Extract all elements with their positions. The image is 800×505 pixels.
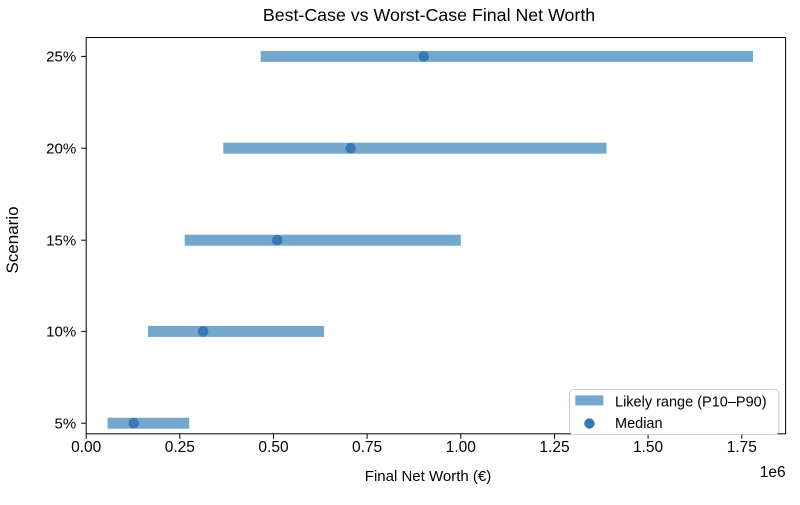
- svg-text:Best-Case vs Worst-Case Final: Best-Case vs Worst-Case Final Net Worth: [263, 5, 595, 25]
- svg-text:0.50: 0.50: [258, 439, 289, 456]
- svg-text:1.00: 1.00: [446, 439, 477, 456]
- svg-text:0.00: 0.00: [71, 439, 102, 456]
- svg-text:1.75: 1.75: [727, 439, 757, 456]
- svg-text:20%: 20%: [46, 140, 76, 157]
- svg-text:1.50: 1.50: [633, 439, 664, 456]
- svg-text:5%: 5%: [55, 415, 77, 432]
- svg-text:Median: Median: [615, 416, 663, 432]
- svg-text:Final Net Worth (€): Final Net Worth (€): [365, 468, 491, 485]
- svg-text:Likely range (P10–P90): Likely range (P10–P90): [615, 395, 767, 411]
- svg-text:1e6: 1e6: [760, 464, 786, 481]
- svg-text:15%: 15%: [46, 232, 76, 249]
- svg-text:Scenario: Scenario: [3, 206, 22, 273]
- svg-text:10%: 10%: [46, 324, 76, 341]
- svg-text:0.25: 0.25: [165, 439, 195, 456]
- svg-text:25%: 25%: [46, 49, 76, 66]
- svg-text:0.75: 0.75: [352, 439, 382, 456]
- svg-text:1.25: 1.25: [539, 439, 569, 456]
